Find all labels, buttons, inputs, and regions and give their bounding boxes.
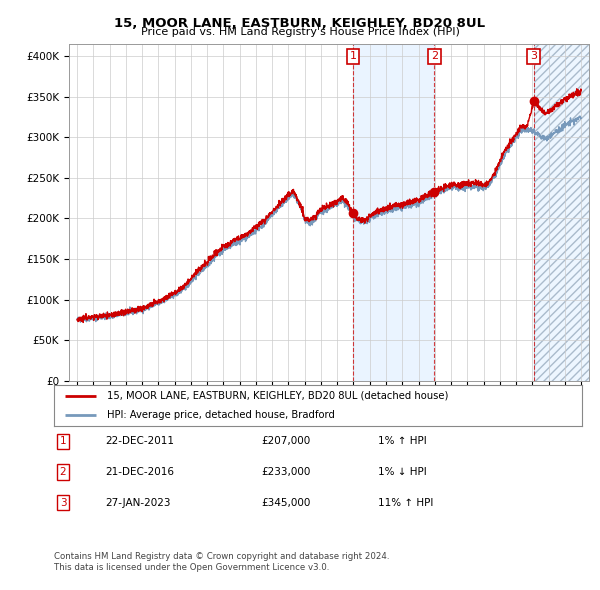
- Text: 2: 2: [431, 51, 438, 61]
- Text: 1% ↓ HPI: 1% ↓ HPI: [378, 467, 427, 477]
- Text: 1: 1: [349, 51, 356, 61]
- Text: £233,000: £233,000: [261, 467, 310, 477]
- Text: £345,000: £345,000: [261, 498, 310, 507]
- Text: 21-DEC-2016: 21-DEC-2016: [105, 467, 174, 477]
- Bar: [353, 44, 434, 381]
- Text: £207,000: £207,000: [261, 437, 310, 446]
- Text: Price paid vs. HM Land Registry's House Price Index (HPI): Price paid vs. HM Land Registry's House …: [140, 27, 460, 37]
- Text: 2: 2: [59, 467, 67, 477]
- Text: 27-JAN-2023: 27-JAN-2023: [105, 498, 170, 507]
- Text: Contains HM Land Registry data © Crown copyright and database right 2024.
This d: Contains HM Land Registry data © Crown c…: [54, 552, 389, 572]
- Text: 1% ↑ HPI: 1% ↑ HPI: [378, 437, 427, 446]
- Text: 15, MOOR LANE, EASTBURN, KEIGHLEY, BD20 8UL (detached house): 15, MOOR LANE, EASTBURN, KEIGHLEY, BD20 …: [107, 391, 448, 401]
- Text: 1: 1: [59, 437, 67, 446]
- Text: 11% ↑ HPI: 11% ↑ HPI: [378, 498, 433, 507]
- Bar: [533, 44, 589, 381]
- Text: 3: 3: [59, 498, 67, 507]
- Text: 3: 3: [530, 51, 537, 61]
- Text: HPI: Average price, detached house, Bradford: HPI: Average price, detached house, Brad…: [107, 410, 335, 420]
- Text: 22-DEC-2011: 22-DEC-2011: [105, 437, 174, 446]
- Bar: [533, 44, 589, 381]
- Text: 15, MOOR LANE, EASTBURN, KEIGHLEY, BD20 8UL: 15, MOOR LANE, EASTBURN, KEIGHLEY, BD20 …: [115, 17, 485, 30]
